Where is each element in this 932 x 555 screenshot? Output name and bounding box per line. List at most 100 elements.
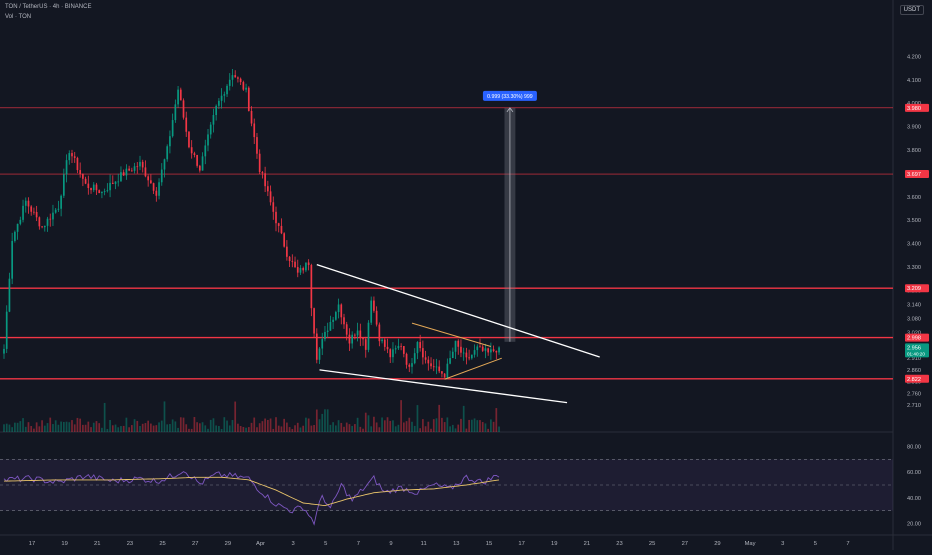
candle-body	[400, 345, 402, 347]
volume-bar	[68, 422, 71, 432]
volume-bar	[5, 423, 8, 432]
candle-body	[283, 233, 286, 247]
candle-body	[408, 364, 411, 367]
pattern-drawings[interactable]	[316, 263, 600, 404]
volume-bar	[19, 421, 22, 432]
time-tick-label: May	[745, 541, 756, 547]
volume-bar	[291, 428, 294, 432]
volume-bar	[345, 422, 348, 432]
candle-body	[277, 223, 280, 226]
candle-body	[443, 373, 446, 378]
candle-body	[492, 349, 495, 351]
candle-body	[345, 324, 348, 335]
volume-bar	[424, 426, 427, 432]
candle-body	[122, 172, 125, 176]
candle-body	[71, 153, 73, 157]
time-tick-label: 23	[616, 541, 622, 547]
candle-body	[411, 363, 413, 367]
candle-body	[465, 352, 468, 358]
candle-body	[226, 85, 228, 95]
candle-body	[231, 75, 234, 80]
volume-bar	[264, 418, 266, 432]
candle-body	[321, 339, 324, 349]
price-tick-label: 3.020	[907, 330, 921, 336]
volume-bar	[209, 419, 212, 432]
candle-body	[275, 211, 277, 224]
price-tick-label: 3.400	[907, 242, 921, 248]
candle-body	[158, 182, 160, 196]
volume-bar	[375, 422, 378, 432]
time-tick-label: 27	[192, 541, 198, 547]
volume-bar	[35, 422, 38, 432]
candle-body	[435, 366, 438, 368]
time-tick-label: 23	[127, 541, 133, 547]
candle-body	[446, 363, 449, 378]
candle-body	[207, 134, 209, 146]
volume-bar	[354, 424, 356, 432]
candle-body	[43, 225, 46, 228]
symbol-legend[interactable]: TON / TetherUS · 4h · BINANCE	[5, 4, 92, 10]
volume-bar	[296, 422, 299, 432]
candle-body	[90, 188, 92, 191]
price-badge-label: 3.697	[907, 172, 921, 178]
volume-bar	[302, 425, 305, 432]
candle-body	[481, 346, 484, 351]
volume-bar	[492, 421, 495, 432]
volume-bar	[62, 421, 65, 432]
price-range-measure[interactable]: 0.999 (33.30%) 999	[482, 90, 537, 342]
volume-bar	[329, 424, 332, 432]
candle-body	[27, 200, 30, 207]
time-tick-label: 27	[682, 541, 688, 547]
candle-body	[166, 146, 169, 160]
candle-body	[128, 168, 130, 171]
rsi-pane[interactable]	[0, 458, 893, 526]
candle-body	[147, 176, 150, 181]
volume-bar	[215, 425, 218, 432]
candle-body	[302, 268, 305, 271]
volume-bar	[245, 427, 247, 432]
volume-bar	[144, 423, 147, 432]
candle-body	[204, 145, 207, 157]
candle-body	[457, 340, 460, 347]
volume-bar	[125, 417, 128, 432]
candle-body	[373, 300, 375, 311]
candle-body	[73, 156, 76, 158]
candle-body	[193, 153, 196, 155]
candle-body	[354, 334, 356, 336]
price-badge-label: 3.209	[907, 286, 921, 292]
candle-body	[218, 100, 220, 106]
volume-bar	[128, 427, 130, 432]
candle-body	[144, 167, 147, 177]
volume-bar	[16, 422, 19, 432]
currency-label[interactable]: USDT	[899, 5, 924, 15]
volume-bar	[155, 425, 158, 432]
volume-legend[interactable]: Vol · TON	[5, 14, 32, 20]
volume-bar	[98, 423, 101, 432]
candle-body	[416, 342, 419, 354]
candle-body	[318, 348, 321, 360]
candle-body	[266, 186, 269, 192]
time-tick-label: 29	[225, 541, 231, 547]
price-badge	[905, 343, 929, 358]
candle-body	[76, 157, 79, 171]
volume-bar	[315, 409, 318, 432]
candlestick-series[interactable]	[3, 68, 500, 380]
volume-bar	[334, 425, 337, 432]
candle-body	[378, 324, 381, 342]
volume-bar	[481, 422, 484, 432]
candle-body	[296, 267, 299, 273]
price-tick-label: 3.500	[907, 218, 921, 224]
volume-bar	[416, 405, 419, 432]
volume-bar	[337, 420, 340, 432]
candle-body	[326, 330, 329, 332]
volume-bar	[65, 421, 68, 432]
candle-body	[315, 333, 318, 360]
volume-bar	[57, 424, 60, 432]
volume-bar	[158, 422, 160, 432]
price-scale[interactable]: 4.2004.1004.0003.9003.8003.7003.6003.500…	[905, 54, 929, 528]
time-tick-label: 7	[846, 541, 849, 547]
time-axis[interactable]: 17 19 21 23 25 27 29 Apr 3 5 7 9 11 13 15 17 19 21 23 25 27 2…	[29, 541, 850, 547]
